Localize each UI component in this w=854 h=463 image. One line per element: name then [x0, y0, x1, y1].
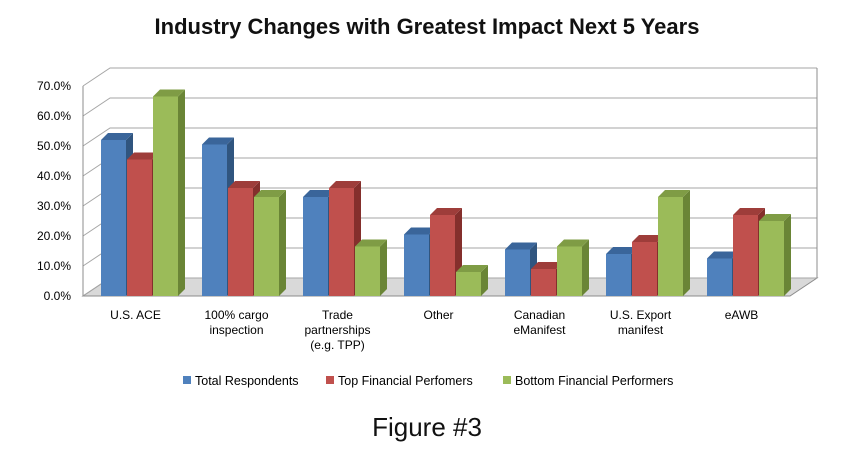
bar-front [456, 272, 481, 296]
bar-front [303, 197, 328, 296]
y-tick-label: 0.0% [44, 289, 72, 303]
bar-top [632, 235, 664, 242]
bar-top [101, 133, 133, 140]
bars [101, 89, 791, 296]
bar-top [658, 190, 690, 197]
bar-front [101, 140, 126, 296]
bar-front [707, 258, 732, 296]
bar [456, 265, 488, 296]
bar-top [329, 181, 361, 188]
bar-top [254, 190, 286, 197]
legend-label: Top Financial Perfomers [338, 374, 473, 388]
bar [153, 89, 185, 296]
legend-item: Top Financial Perfomers [326, 374, 473, 388]
bar-front [658, 197, 683, 296]
y-tick-label: 10.0% [37, 259, 71, 273]
bar-top [707, 251, 739, 259]
bar-side [481, 265, 488, 296]
bar [557, 239, 589, 296]
bar-top [733, 208, 765, 215]
bar-top [355, 239, 387, 247]
y-tick-label: 50.0% [37, 139, 71, 153]
gridline [82, 127, 817, 147]
bar-top [557, 239, 589, 247]
bar-front [606, 254, 631, 296]
bar-front [153, 96, 178, 296]
bar-side [582, 239, 589, 296]
bar-front [632, 242, 657, 296]
bar-side [683, 190, 690, 296]
bar-top [202, 137, 234, 145]
x-axis-labels: U.S. ACE 100% cargo inspection Trade partner… [110, 308, 758, 352]
legend-item: Bottom Financial Performers [503, 374, 673, 388]
bar-top [430, 208, 462, 215]
x-tick-label: U.S. Export manifest [610, 308, 672, 337]
x-tick-label: Trade partnerships (e.g. TPP) [304, 308, 370, 352]
y-tick-label: 20.0% [37, 229, 71, 243]
legend-label: Total Respondents [195, 374, 299, 388]
legend-swatch [503, 376, 511, 384]
bar-top [303, 190, 335, 197]
bar [759, 214, 791, 296]
y-tick-label: 40.0% [37, 169, 71, 183]
legend-item: Total Respondents [183, 374, 299, 388]
bar-top [505, 242, 537, 250]
bar-front [228, 188, 253, 296]
legend-swatch [183, 376, 191, 384]
bar [430, 208, 462, 296]
bar-front [733, 215, 758, 296]
y-tick-label: 60.0% [37, 109, 71, 123]
legend-swatch [326, 376, 334, 384]
bar-front [505, 249, 530, 296]
bar-side [279, 190, 286, 296]
legend-label: Bottom Financial Performers [515, 374, 673, 388]
x-tick-label: eAWB [725, 308, 759, 322]
bar-side [784, 214, 791, 296]
y-tick-label: 70.0% [37, 79, 71, 93]
gridline [82, 67, 817, 87]
bar-front [531, 269, 556, 296]
bar-top [759, 214, 791, 221]
y-axis: 0.0% 10.0% 20.0% 30.0% 40.0% 50.0% 60.0% 70.0% [37, 68, 818, 303]
legend: Total Respondents Top Financial Perfomers… [183, 374, 673, 388]
bar-top [228, 181, 260, 188]
x-tick-label: 100% cargo inspection [204, 308, 268, 337]
bar [355, 239, 387, 296]
bar-top [531, 262, 563, 269]
bar-front [404, 234, 429, 296]
bar-top [153, 89, 185, 97]
bar-front [254, 197, 279, 296]
bar-front [329, 188, 354, 296]
figure-caption: Figure #3 [372, 412, 482, 442]
bar-front [759, 221, 784, 296]
bar-front [430, 215, 455, 296]
x-tick-label: U.S. ACE [110, 308, 161, 322]
y-tick-label: 30.0% [37, 199, 71, 213]
bar-front [355, 246, 380, 296]
bar-top [606, 247, 638, 254]
bar-side [178, 89, 185, 296]
bar [254, 190, 286, 296]
bar-front [557, 246, 582, 296]
bar-front [127, 159, 152, 296]
bar-top [127, 152, 159, 160]
bar-chart: 0.0%10.0%20.0%30.0%40.0%50.0%60.0%70.0% … [37, 67, 819, 388]
bar-top [404, 227, 436, 235]
gridline [82, 97, 817, 117]
bar-top [456, 265, 488, 272]
gridline [82, 187, 817, 207]
bar-front [202, 144, 227, 296]
x-tick-label: Other [423, 308, 453, 322]
bar-side [380, 239, 387, 296]
gridline [82, 157, 817, 177]
bar [658, 190, 690, 296]
chart-title: Industry Changes with Greatest Impact Ne… [154, 14, 700, 39]
x-tick-label: Canadian eManifest [513, 308, 566, 337]
